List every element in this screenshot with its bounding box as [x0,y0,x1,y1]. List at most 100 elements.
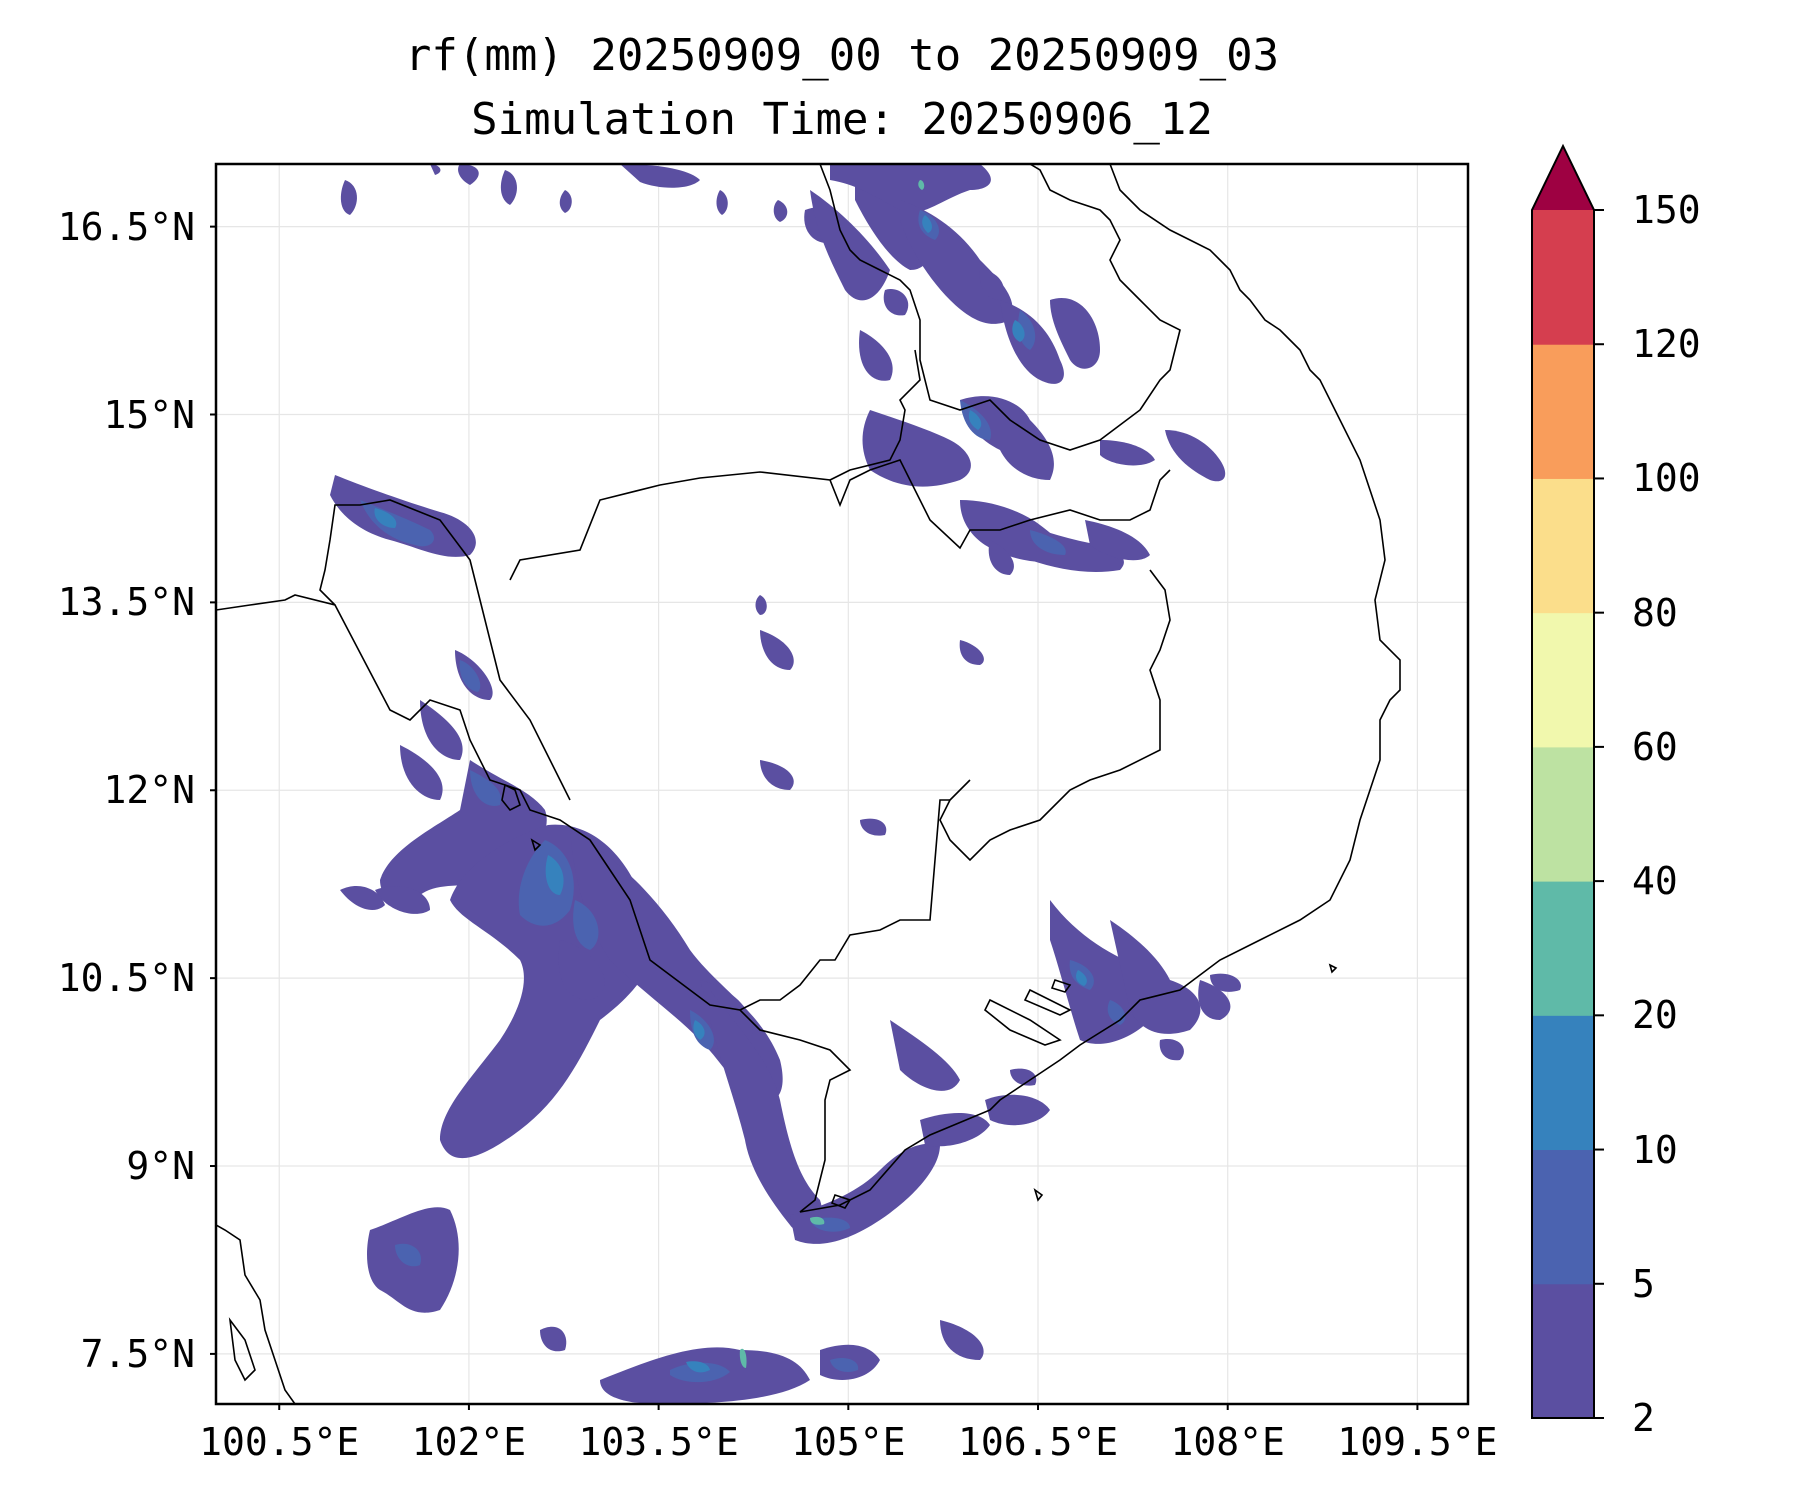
rain-cell [573,900,599,950]
border-cambodia-north [509,459,1171,581]
rain-cell [1085,520,1150,561]
rain-cell [395,1243,421,1267]
map-title-line2: Simulation Time: 20250906_12 [471,94,1213,145]
map-frame [214,162,1470,1406]
rain-cell [1159,1039,1184,1061]
rain-cell [1012,320,1025,342]
lat-tick-label: 16.5°N [57,204,195,249]
rain-cell [922,215,932,233]
rain-cell [862,410,971,487]
rain-cell [1110,920,1201,1034]
rain-cell [430,164,441,175]
rain-cell [1030,530,1066,555]
lon-tick-label: 106.5°E [957,1420,1119,1464]
lon-tick-label: 100.5°E [199,1420,360,1464]
rain-cell [883,289,909,316]
rain-cell [810,190,890,301]
rain-cell [400,745,443,800]
rain-cell [859,330,893,381]
lat-tick-label: 9°N [126,1144,195,1189]
rain-cell [375,886,430,914]
rain-cell [940,1320,984,1360]
border-laos-vietnam [819,164,1181,451]
coastline-gulf-of-thailand [216,164,1401,1213]
rain-cell [1010,1068,1037,1086]
border-thailand-cambodia [319,499,571,801]
rain-cell [500,170,517,205]
lat-tick-label: 15°N [103,392,195,437]
colorbar [1531,143,1604,1419]
colorbar-segment [1532,1015,1594,1151]
rain-cell [960,396,1054,480]
rain-cell [670,1362,730,1383]
colorbar-tick-label: 2 [1632,1396,1655,1440]
island [228,1317,256,1382]
rain-cell [855,179,929,270]
lon-tick-label: 105°E [791,1420,906,1464]
rain-cell [470,770,501,806]
colorbar-tick-label: 5 [1632,1261,1655,1306]
colorbar-segment [1532,1149,1594,1285]
lon-tick-label: 102°E [411,1420,527,1464]
colorbar-tick-label: 20 [1632,993,1678,1038]
rain-cell [559,190,572,213]
border-cambodia-east [939,569,1171,862]
rain-cell [330,475,476,557]
rain-cell [830,164,991,213]
island [983,998,1062,1046]
colorbar-tick-label: 150 [1632,188,1701,232]
rain-cell [459,660,481,692]
colorbar-tick-label: 120 [1632,322,1701,367]
lat-tick-label: 12°N [103,768,195,813]
rain-cell [773,200,788,222]
coastlines-borders [216,164,1401,1404]
island [1050,978,1072,993]
rain-cell [340,180,357,215]
rain-cell [458,164,479,185]
colorbar-extend-arrow [1532,146,1594,210]
colorbar-segment [1532,881,1594,1016]
rain-cell [716,190,728,215]
colorbar-tick-label: 80 [1632,590,1678,635]
island [501,783,521,812]
rain-cell [1198,980,1231,1020]
rain-cell [968,410,982,430]
rain-cell [540,1326,567,1352]
rain-cell [710,990,823,1232]
border-thailand-laos [829,349,921,481]
lat-tick-label: 7.5°N [80,1331,195,1376]
border-cambodia-south [739,799,950,1011]
island [1023,988,1072,1016]
island [830,1193,852,1209]
rain-cell [739,1348,747,1368]
colorbar-segment [1532,612,1594,748]
rain-cell [420,700,463,760]
colorbar-tick-label: 40 [1632,859,1678,904]
colorbar-segment [1532,1283,1594,1419]
rain-cell [810,1216,825,1225]
rain-cell [1050,298,1100,369]
rain-cell [1210,973,1241,992]
axis-ticks [210,225,1419,1410]
colorbar-tick-label: 60 [1632,724,1678,769]
rain-cell [558,940,605,1000]
rain-cell [1076,970,1087,986]
rain-cell [686,1361,710,1373]
rain-cell [979,270,1004,300]
colorbar-outline [1531,143,1595,1419]
rainfall-2-5mm-areas [330,164,1241,1404]
lat-tick-label: 13.5°N [57,580,195,625]
rain-cell [860,818,887,836]
map-area [216,164,1468,1404]
rain-cell [918,180,925,190]
rain-cell [518,840,574,926]
lat-tick-label: 10.5°N [57,956,195,1001]
colorbar-tick-label: 100 [1632,456,1701,501]
rain-cell [890,1020,960,1091]
rain-cell [755,595,767,615]
colorbar-segment [1532,746,1594,882]
island [530,838,542,852]
rain-cell [920,1113,990,1147]
